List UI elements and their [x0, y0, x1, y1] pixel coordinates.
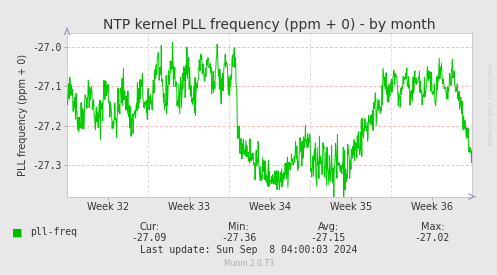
Text: pll-freq: pll-freq — [30, 227, 77, 237]
Text: Cur:: Cur: — [139, 222, 159, 232]
Text: Max:: Max: — [420, 222, 444, 232]
Text: -27.02: -27.02 — [415, 233, 450, 243]
Text: Last update: Sun Sep  8 04:00:03 2024: Last update: Sun Sep 8 04:00:03 2024 — [140, 245, 357, 255]
Text: -27.15: -27.15 — [311, 233, 345, 243]
Text: -27.36: -27.36 — [221, 233, 256, 243]
Text: Avg:: Avg: — [318, 222, 338, 232]
Title: NTP kernel PLL frequency (ppm + 0) - by month: NTP kernel PLL frequency (ppm + 0) - by … — [103, 18, 436, 32]
Text: Min:: Min: — [228, 222, 249, 232]
Y-axis label: PLL frequency (ppm + 0): PLL frequency (ppm + 0) — [18, 54, 28, 176]
Text: Munin 2.0.73: Munin 2.0.73 — [224, 260, 273, 268]
Text: -27.09: -27.09 — [132, 233, 166, 243]
Text: ■: ■ — [12, 227, 23, 237]
Text: RRDTOOL / TOBI OETIKER: RRDTOOL / TOBI OETIKER — [486, 64, 491, 145]
